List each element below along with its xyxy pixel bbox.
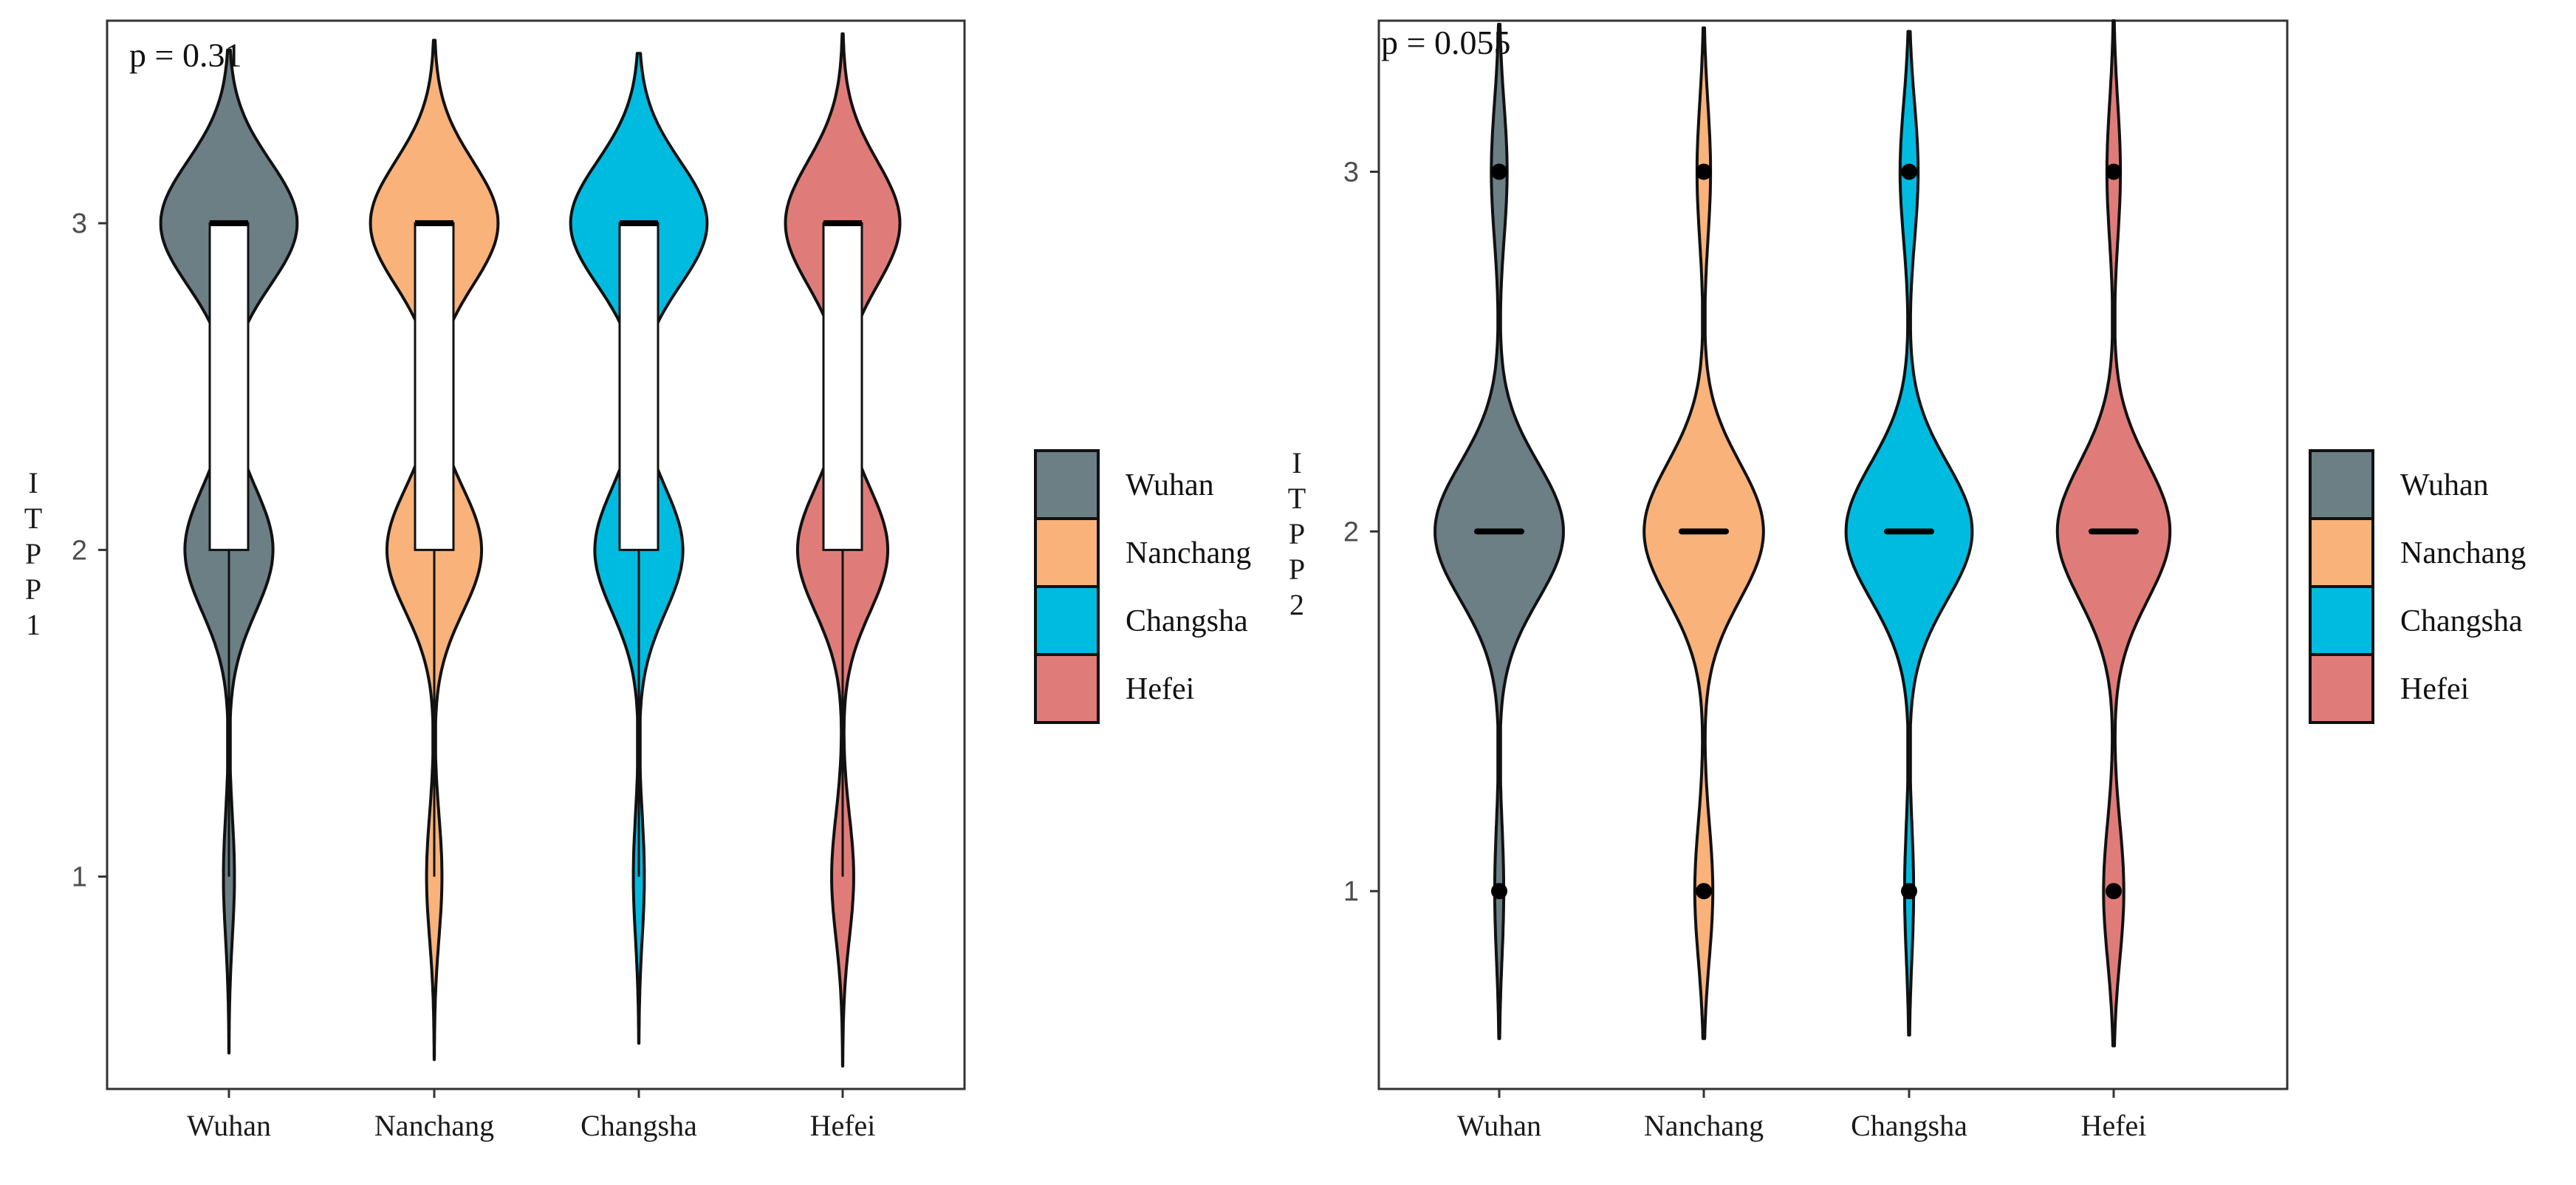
itpp2-point-wuhan (1491, 163, 1507, 180)
itpp1-y-axis-label-char: T (24, 502, 42, 535)
itpp2-y-axis-label-char: 2 (1289, 588, 1304, 621)
itpp2-point-nanchang (1696, 163, 1712, 180)
itpp2-point-hefei (2106, 883, 2122, 900)
itpp1-box-wuhan (208, 222, 250, 551)
itpp1-y-axis-label-char: I (28, 466, 38, 499)
itpp2-y-tick-label: 3 (1343, 157, 1359, 188)
itpp1-box-changsha (618, 222, 660, 551)
itpp2-legend-label-wuhan: Wuhan (2400, 468, 2489, 502)
itpp2-legend-swatch-hefei (2309, 653, 2374, 724)
itpp2-legend-label-changsha: Changsha (2400, 604, 2523, 638)
itpp1-legend-label-wuhan: Wuhan (1126, 468, 1214, 502)
itpp1-y-axis-label-char: 1 (26, 608, 41, 641)
itpp2-x-tick-label-nanchang: Nanchang (1644, 1109, 1764, 1142)
itpp2-legend-swatch-wuhan (2309, 449, 2374, 520)
itpp2-y-axis-label-char: I (1292, 446, 1301, 479)
itpp2-p-value-annotation: p = 0.055 (1381, 24, 1510, 61)
itpp2-legend-label-nanchang: Nanchang (2400, 536, 2526, 570)
itpp1-legend-label-hefei: Hefei (1126, 672, 1194, 706)
itpp1-y-tick-label: 3 (72, 208, 87, 239)
itpp1-y-axis-label-char: P (25, 573, 41, 606)
itpp1-y-tick-label: 2 (72, 535, 87, 566)
itpp1-x-tick-label-nanchang: Nanchang (374, 1109, 494, 1142)
itpp2-y-axis-label-char: T (1288, 482, 1306, 515)
itpp2-x-tick-label-changsha: Changsha (1851, 1109, 1967, 1142)
itpp2-y-tick-label: 1 (1343, 876, 1359, 907)
itpp2-point-changsha (1901, 883, 1917, 900)
itpp2-x-tick-label-wuhan: Wuhan (1457, 1109, 1541, 1142)
itpp2-legend-swatch-nanchang (2309, 517, 2374, 588)
itpp2-y-axis-label-char: P (1289, 517, 1305, 550)
itpp1-x-tick-label-hefei: Hefei (810, 1109, 876, 1142)
itpp1-legend-label-changsha: Changsha (1126, 604, 1248, 638)
itpp1-y-tick-label: 1 (72, 862, 87, 893)
itpp2-y-axis-label-char: P (1289, 553, 1305, 586)
itpp2-point-wuhan (1491, 883, 1507, 900)
itpp1-legend-swatch-changsha (1034, 585, 1100, 656)
itpp1-p-value-annotation: p = 0.31 (129, 36, 242, 74)
itpp1-legend-label-nanchang: Nanchang (1126, 536, 1251, 570)
itpp2-legend-swatch-changsha (2309, 585, 2374, 656)
itpp1-x-tick-label-changsha: Changsha (580, 1109, 697, 1142)
itpp1-box-nanchang (414, 222, 455, 551)
itpp1-legend-swatch-nanchang (1034, 517, 1100, 588)
itpp2-x-tick-label-hefei: Hefei (2081, 1109, 2147, 1142)
itpp2-y-tick-label: 2 (1343, 516, 1359, 547)
itpp1-legend-swatch-hefei (1034, 653, 1100, 724)
itpp2-point-hefei (2106, 163, 2122, 180)
itpp1-x-tick-label-wuhan: Wuhan (187, 1109, 271, 1142)
itpp1-box-hefei (822, 222, 863, 551)
itpp2-legend-label-hefei: Hefei (2400, 672, 2469, 706)
itpp1-legend-swatch-wuhan (1034, 449, 1100, 520)
itpp1-y-axis-label-char: P (25, 537, 41, 570)
itpp2-point-nanchang (1696, 883, 1712, 900)
itpp2-point-changsha (1901, 163, 1917, 180)
